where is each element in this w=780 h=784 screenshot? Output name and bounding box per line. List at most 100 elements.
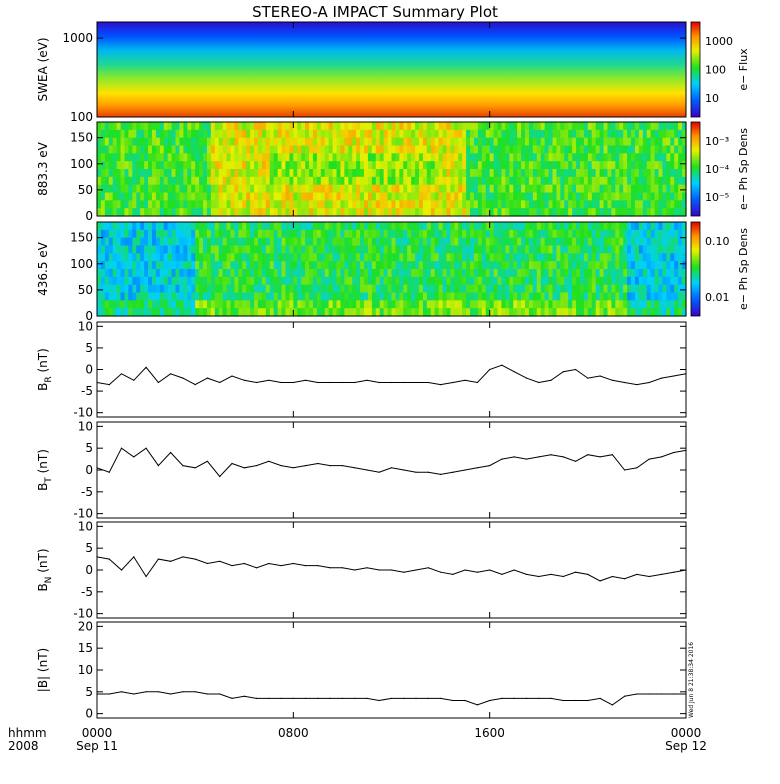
- pad883-cell: [497, 200, 503, 209]
- pad883-cell: [493, 161, 499, 170]
- pad883-cell: [438, 208, 444, 217]
- pad883-cell: [587, 137, 593, 147]
- pad883-cell: [462, 208, 467, 217]
- pad883-cell: [642, 153, 648, 162]
- pad436-cell: [473, 276, 479, 286]
- pad436-cell: [623, 253, 628, 262]
- pad883-cell: [234, 129, 239, 139]
- pad883-cell: [320, 192, 326, 201]
- pad436-cell: [364, 269, 369, 278]
- pad883-cell: [97, 176, 102, 186]
- bmag-point: [427, 697, 429, 700]
- pad436-cell: [340, 308, 345, 317]
- pad883-cell: [261, 145, 267, 154]
- pad436-cell: [136, 222, 141, 231]
- bt-point: [587, 454, 589, 456]
- pad436-cell: [611, 292, 616, 301]
- pad883-cell: [650, 145, 656, 154]
- pad883-cell: [391, 122, 397, 131]
- pad883-cell: [568, 122, 573, 131]
- pad436-cell: [572, 300, 577, 309]
- pad883-cell: [532, 184, 538, 194]
- pad883-cell: [238, 200, 243, 209]
- pad436-cell: [112, 261, 118, 270]
- pad883-cell: [297, 129, 302, 139]
- pad436-cell: [148, 308, 153, 317]
- pad436-cell: [489, 284, 495, 294]
- pad436-cell: [305, 269, 310, 278]
- pad883-cell: [281, 208, 287, 217]
- pad883-cell: [682, 153, 687, 162]
- pad883-cell: [631, 145, 636, 154]
- pad436-cell: [191, 237, 196, 247]
- pad883-cell: [183, 161, 188, 170]
- pad883-cell: [619, 137, 624, 147]
- pad883-cell: [642, 200, 648, 209]
- pad883-cell: [426, 137, 432, 147]
- pad436-cell: [481, 276, 487, 286]
- pad883-cell: [293, 208, 298, 217]
- pad436-cell: [269, 261, 275, 270]
- pad883-cell: [399, 161, 404, 170]
- pad883-cell: [155, 200, 161, 209]
- pad883-cell: [607, 122, 612, 131]
- pad436-cell: [403, 229, 408, 239]
- pad436-cell: [269, 253, 275, 262]
- pad436-cell: [108, 237, 114, 247]
- pad436-cell: [434, 292, 440, 301]
- pad436-cell: [242, 308, 247, 317]
- pad883-cell: [191, 184, 196, 194]
- pad883-cell: [591, 122, 597, 131]
- pad436-cell: [399, 261, 404, 270]
- pad436-cell: [646, 284, 652, 294]
- pad883-cell: [426, 145, 432, 154]
- pad436-cell: [599, 245, 605, 254]
- pad883-cell: [301, 153, 306, 162]
- pad436-cell: [509, 237, 514, 247]
- pad883-cell: [265, 122, 271, 131]
- pad436-cell: [634, 222, 640, 231]
- pad436-cell: [301, 222, 306, 231]
- pad883-cell: [195, 129, 200, 139]
- pad436-cell: [277, 292, 283, 301]
- pad436-cell: [214, 253, 220, 262]
- pad883-cell: [407, 129, 412, 139]
- pad436-cell: [422, 229, 428, 239]
- pad883-cell: [301, 122, 306, 131]
- pad883-cell: [183, 208, 188, 217]
- pad883-cell: [658, 192, 664, 201]
- pad436-cell: [309, 284, 314, 294]
- pad883-cell: [548, 208, 554, 217]
- pad883-cell: [399, 176, 404, 186]
- pad436-cell: [564, 276, 569, 286]
- pad436-cell: [148, 229, 153, 239]
- pad436-cell: [430, 237, 436, 247]
- pad436-cell: [301, 253, 306, 262]
- pad883-cell: [108, 200, 114, 209]
- pad883-cell: [140, 145, 145, 154]
- pad883-cell: [191, 208, 196, 217]
- pad883-cell: [678, 192, 683, 201]
- pad883-cell: [155, 208, 161, 217]
- pad436-cell: [97, 269, 102, 278]
- pad436-cell: [301, 269, 306, 278]
- pad436-cell: [364, 261, 369, 270]
- pad883-cell: [627, 200, 632, 209]
- pad436-cell: [525, 292, 530, 301]
- pad436-cell: [261, 292, 267, 301]
- pad436-cell: [214, 222, 220, 231]
- pad883-cell: [348, 208, 353, 217]
- pad436-cell: [466, 300, 471, 309]
- pad436-cell: [415, 261, 420, 270]
- pad436-cell: [316, 237, 322, 247]
- pad883-cell: [289, 145, 294, 154]
- pad436-cell: [528, 261, 534, 270]
- pad436-cell: [195, 284, 200, 294]
- bt-ytick-label: 10: [78, 419, 93, 433]
- bmag-ytick-label: 10: [78, 663, 93, 677]
- pad436-cell: [356, 237, 361, 247]
- pad883-cell: [399, 192, 404, 201]
- pad436-cell: [352, 284, 357, 294]
- pad436-cell: [415, 308, 420, 317]
- pad883-cell: [418, 208, 424, 217]
